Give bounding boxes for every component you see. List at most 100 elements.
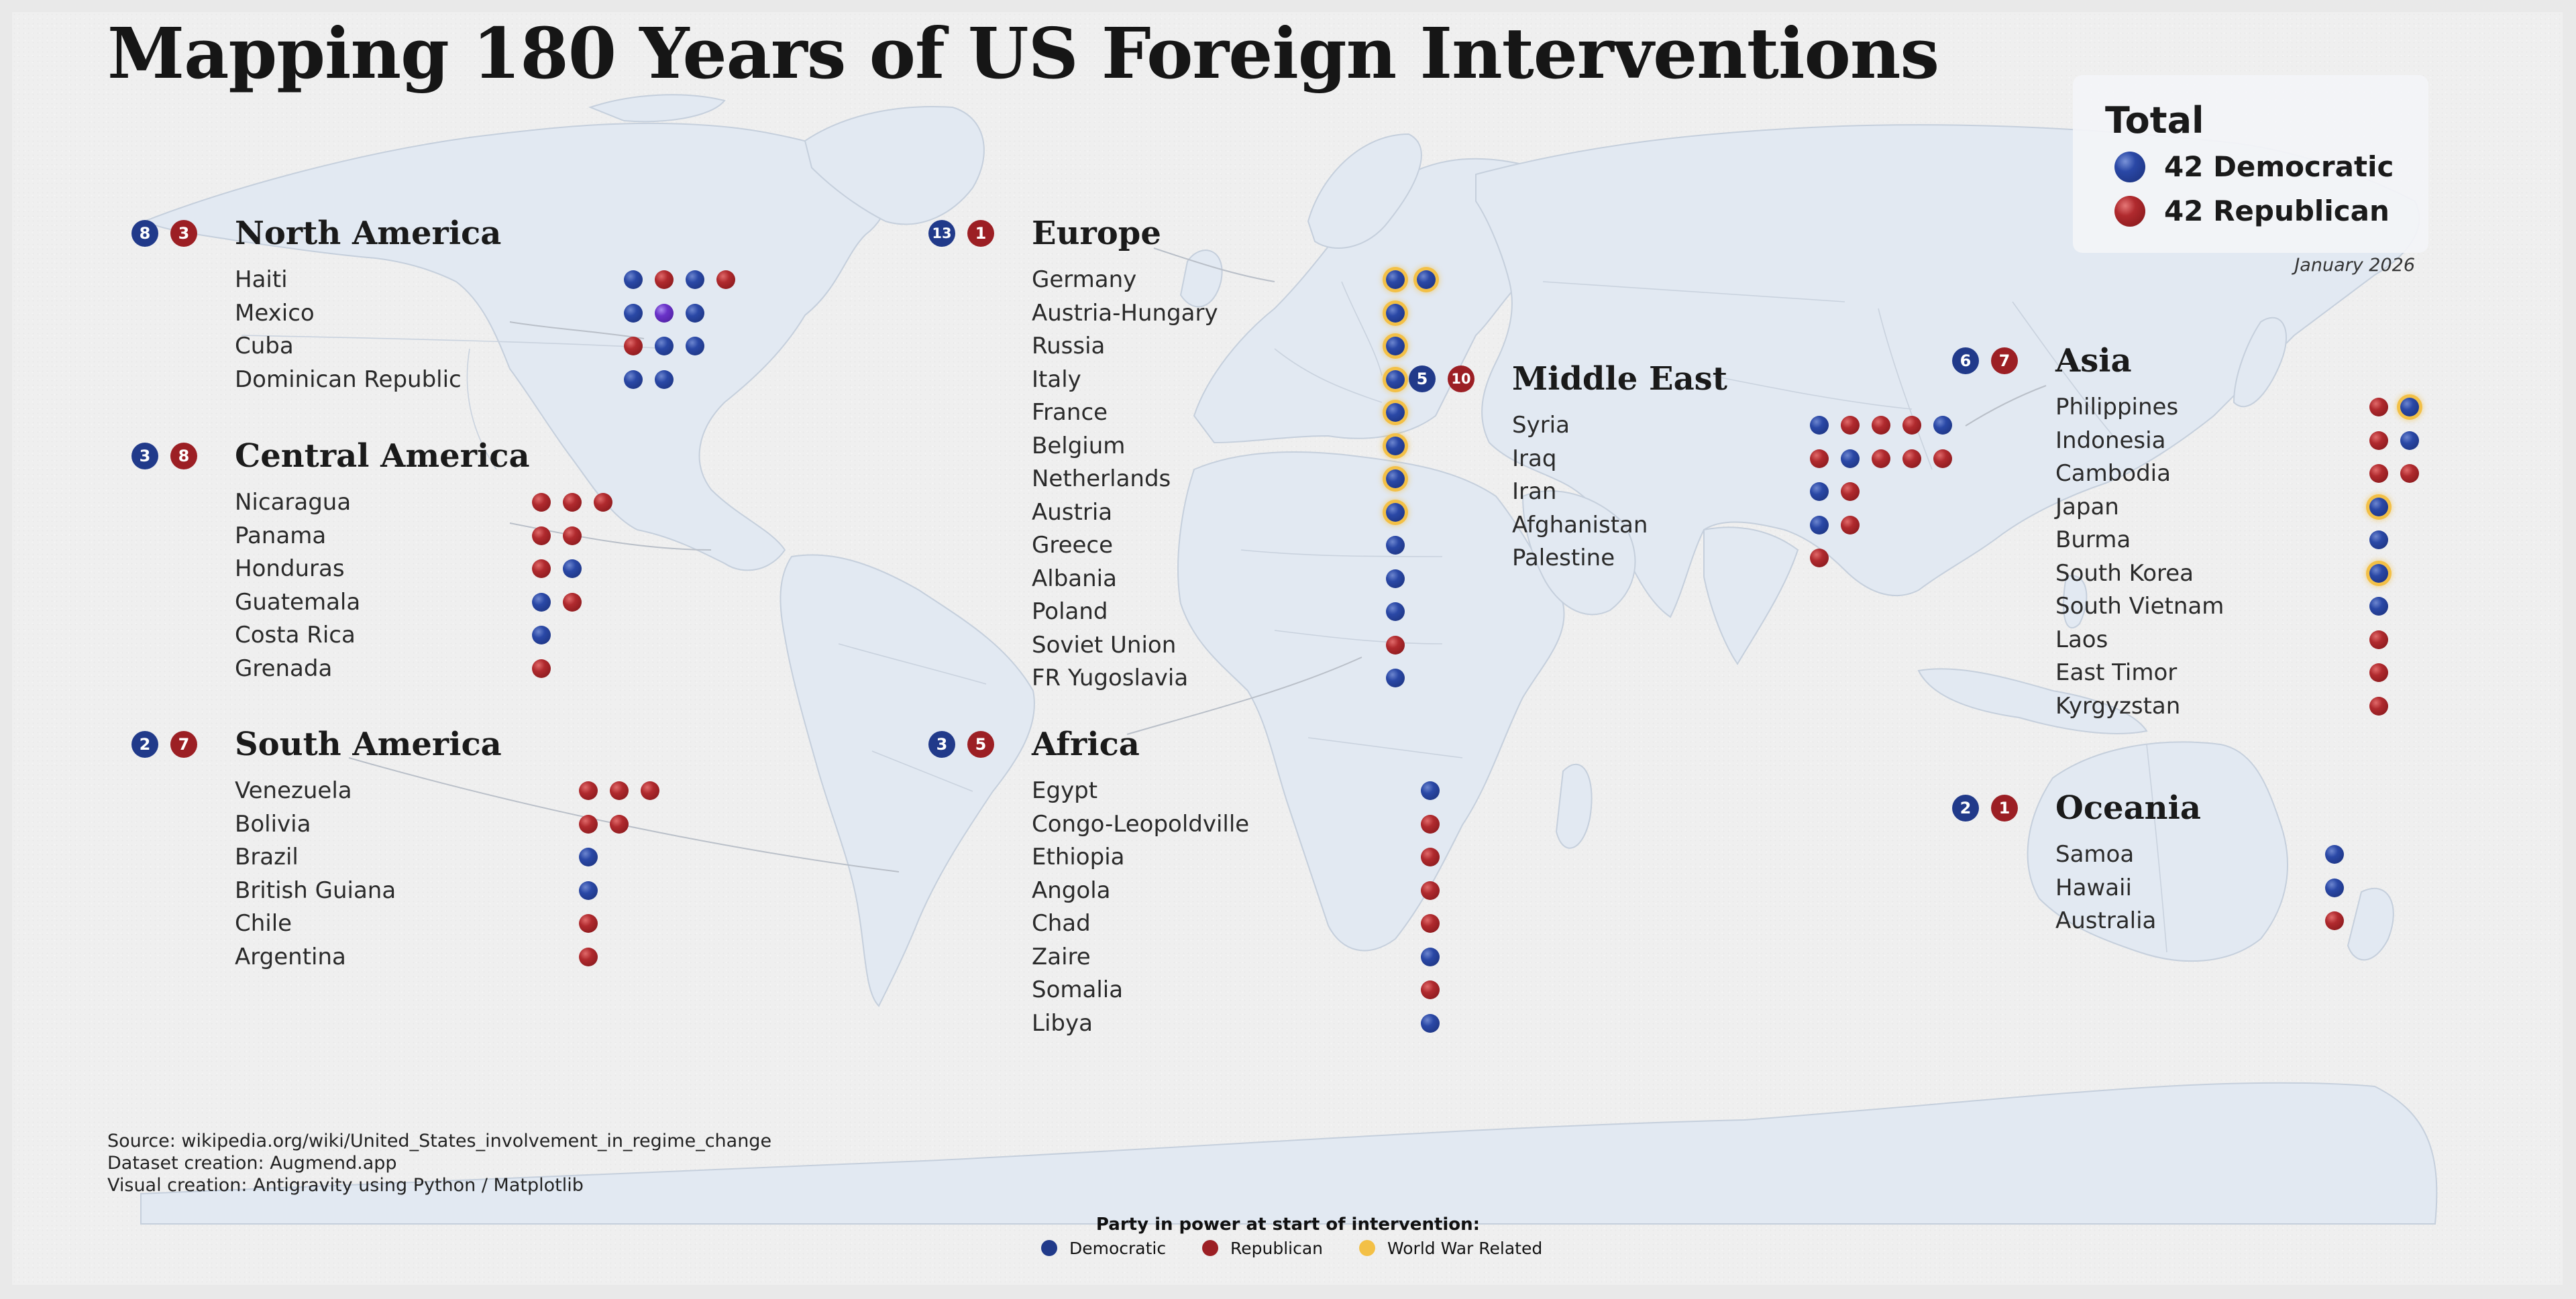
country-name: Syria	[1512, 412, 1570, 439]
republican-marker-icon	[579, 814, 598, 834]
republican-marker-icon	[655, 270, 674, 289]
democratic-marker-icon	[579, 848, 598, 866]
democratic-world-war-marker-icon	[1386, 403, 1405, 422]
country-row: Argentina	[235, 941, 598, 974]
landmass-new-zealand	[2347, 887, 2394, 961]
country-name: Poland	[1032, 598, 1108, 625]
country-name: East Timor	[2055, 659, 2178, 686]
total-legend: Total 42 Democratic 42 Republican	[2073, 75, 2428, 253]
country-name: Hawaii	[2055, 874, 2132, 901]
republican-count-badge: 7	[170, 731, 197, 758]
country-name: France	[1032, 399, 1108, 426]
mixed-marker-icon	[655, 303, 674, 323]
country-name: Cambodia	[2055, 460, 2171, 487]
region-title: Central America	[235, 437, 530, 475]
country-row: Haiti	[235, 264, 735, 296]
country-name: Dominican Republic	[235, 365, 462, 393]
country-name: Samoa	[2055, 841, 2135, 868]
democratic-marker-icon	[1810, 515, 1829, 534]
republican-marker-icon	[1386, 635, 1405, 655]
country-row: South Korea	[2055, 557, 2388, 590]
democratic-marker-icon	[2325, 878, 2344, 897]
country-name: Bolivia	[235, 810, 311, 838]
landmass-indonesia	[1917, 668, 2148, 734]
democratic-world-war-marker-icon	[2400, 398, 2419, 416]
republican-marker-icon	[563, 592, 582, 612]
republican-dot-icon	[1202, 1240, 1218, 1256]
world-war-dot-icon	[1359, 1240, 1375, 1256]
democratic-marker-icon	[1421, 781, 1440, 800]
legend-title: Party in power at start of intervention:	[1095, 1215, 1481, 1235]
country-name: Iraq	[1512, 445, 1557, 472]
landmass-scandinavia	[1307, 133, 1422, 249]
country-name: Haiti	[235, 266, 288, 293]
leader-north-america	[509, 321, 645, 339]
landmass-madagascar	[1555, 763, 1593, 849]
country-name: Laos	[2055, 626, 2108, 653]
country-row: Bolivia	[235, 808, 629, 841]
republican-count-badge: 7	[1991, 347, 2018, 374]
republican-count-badge: 3	[170, 220, 197, 247]
republican-marker-icon	[2369, 630, 2388, 649]
republican-marker-icon	[1841, 515, 1860, 534]
country-name: Burma	[2055, 526, 2131, 553]
republican-marker-icon	[532, 559, 551, 578]
democratic-count-badge: 2	[1952, 795, 1979, 822]
republican-marker-icon	[532, 526, 551, 545]
country-name: Chad	[1032, 910, 1091, 937]
republican-dot-icon	[2114, 196, 2145, 227]
democratic-marker-icon	[1421, 1013, 1440, 1033]
democratic-marker-icon	[624, 270, 643, 289]
democratic-marker-icon	[686, 270, 704, 289]
country-row: Nicaragua	[235, 486, 612, 519]
democratic-count-badge: 8	[131, 220, 158, 247]
country-name: Austria-Hungary	[1032, 299, 1218, 327]
country-name: Panama	[235, 522, 327, 549]
country-name: Afghanistan	[1512, 511, 1648, 539]
country-name: Grenada	[235, 655, 333, 682]
democratic-marker-icon	[1810, 482, 1829, 501]
republican-marker-icon	[1421, 980, 1440, 999]
country-name: Venezuela	[235, 777, 352, 804]
country-row: Laos	[2055, 624, 2388, 657]
country-name: Somalia	[1032, 976, 1124, 1003]
region-title: Asia	[2055, 342, 2132, 380]
republican-marker-icon	[610, 814, 629, 834]
democratic-count-badge: 5	[1409, 365, 1436, 392]
country-name: Germany	[1032, 266, 1137, 293]
country-row: Australia	[2055, 905, 2344, 938]
country-name: Argentina	[235, 943, 346, 970]
landmass-arabia	[1521, 490, 1636, 616]
country-row: France	[1032, 396, 1405, 429]
democratic-count-badge: 2	[131, 731, 158, 758]
country-row: East Timor	[2055, 657, 2388, 689]
credits: Source: wikipedia.org/wiki/United_States…	[107, 1130, 771, 1196]
democratic-world-war-marker-icon	[1386, 370, 1405, 389]
country-row: Netherlands	[1032, 463, 1405, 496]
republican-marker-icon	[1872, 416, 1890, 435]
democratic-marker-icon	[624, 370, 643, 389]
democratic-world-war-marker-icon	[1417, 270, 1436, 289]
republican-marker-icon	[594, 493, 612, 512]
country-name: Iran	[1512, 478, 1557, 505]
country-row: Ethiopia	[1032, 841, 1440, 874]
country-name: FR Yugoslavia	[1032, 665, 1189, 691]
country-row: Austria-Hungary	[1032, 297, 1405, 330]
country-name: Chile	[235, 910, 292, 937]
country-row: Germany	[1032, 264, 1436, 296]
country-row: Angola	[1032, 874, 1440, 907]
republican-marker-icon	[1421, 814, 1440, 834]
republican-marker-icon	[1421, 881, 1440, 900]
country-row: Albania	[1032, 563, 1405, 596]
landmass-africa	[1177, 451, 1565, 952]
country-row: Panama	[235, 520, 582, 553]
country-row: Venezuela	[235, 775, 659, 807]
republican-marker-icon	[1902, 449, 1921, 468]
country-name: Japan	[2055, 493, 2119, 520]
country-row: Afghanistan	[1512, 509, 1860, 542]
legend-item-world-war: World War Related	[1359, 1237, 1542, 1260]
country-row: Italy	[1032, 363, 1405, 396]
country-row: Soviet Union	[1032, 629, 1405, 662]
republican-marker-icon	[2369, 464, 2388, 483]
democratic-marker-icon	[686, 303, 704, 323]
